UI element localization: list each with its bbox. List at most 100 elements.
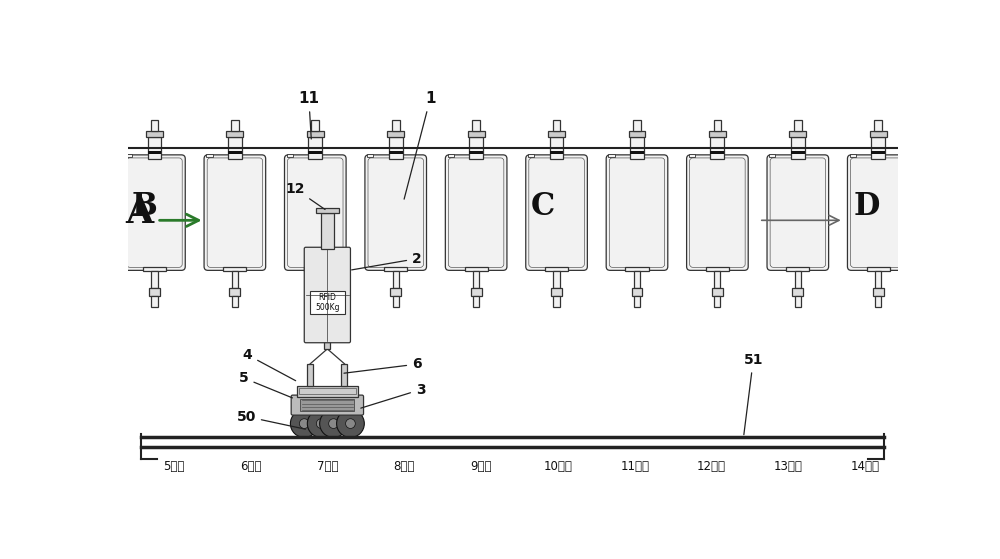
- Bar: [229, 288, 240, 296]
- Bar: [550, 137, 563, 159]
- Bar: [625, 267, 649, 271]
- Bar: [389, 137, 403, 159]
- Bar: [634, 271, 640, 288]
- Bar: [871, 151, 885, 154]
- Bar: [311, 120, 319, 131]
- Circle shape: [320, 410, 347, 438]
- Bar: [126, 154, 132, 157]
- Bar: [307, 364, 313, 386]
- Text: 13号位: 13号位: [774, 460, 803, 473]
- Bar: [795, 296, 801, 306]
- Bar: [791, 137, 805, 159]
- Bar: [468, 131, 485, 137]
- Bar: [710, 137, 724, 159]
- Text: 8号位: 8号位: [393, 460, 415, 473]
- Bar: [875, 271, 881, 288]
- Bar: [634, 296, 640, 306]
- Text: C: C: [531, 191, 555, 222]
- Text: 12: 12: [285, 182, 325, 210]
- Bar: [231, 120, 239, 131]
- Circle shape: [290, 410, 318, 438]
- FancyBboxPatch shape: [365, 155, 427, 271]
- Bar: [706, 267, 729, 271]
- FancyBboxPatch shape: [310, 291, 345, 314]
- Circle shape: [337, 410, 364, 438]
- Bar: [870, 131, 887, 137]
- Bar: [312, 271, 318, 288]
- Bar: [873, 288, 884, 296]
- Bar: [714, 296, 720, 306]
- Text: RFID
500Kg: RFID 500Kg: [315, 293, 340, 312]
- Bar: [151, 120, 158, 131]
- Bar: [874, 120, 882, 131]
- Circle shape: [346, 419, 355, 428]
- Bar: [393, 296, 399, 306]
- Bar: [393, 271, 399, 288]
- Bar: [714, 271, 720, 288]
- Bar: [850, 154, 856, 157]
- Bar: [469, 137, 483, 159]
- FancyBboxPatch shape: [847, 155, 909, 271]
- Bar: [226, 131, 243, 137]
- Bar: [469, 151, 483, 154]
- Text: 3: 3: [361, 382, 426, 408]
- Bar: [223, 267, 246, 271]
- Bar: [143, 267, 166, 271]
- Bar: [608, 154, 615, 157]
- Bar: [367, 154, 373, 157]
- Bar: [709, 131, 726, 137]
- Bar: [791, 151, 805, 154]
- Bar: [389, 151, 403, 154]
- Bar: [307, 131, 324, 137]
- Bar: [390, 288, 401, 296]
- Bar: [875, 296, 881, 306]
- Bar: [148, 151, 161, 154]
- Bar: [786, 267, 809, 271]
- Bar: [632, 288, 642, 296]
- Bar: [341, 364, 347, 386]
- Circle shape: [329, 419, 338, 428]
- Bar: [321, 214, 334, 249]
- Circle shape: [316, 419, 326, 428]
- FancyBboxPatch shape: [526, 155, 587, 271]
- Bar: [310, 288, 321, 296]
- FancyBboxPatch shape: [124, 155, 185, 271]
- Circle shape: [307, 410, 335, 438]
- Text: 1: 1: [404, 91, 435, 199]
- Bar: [149, 288, 160, 296]
- Bar: [146, 131, 163, 137]
- FancyBboxPatch shape: [445, 155, 507, 271]
- Bar: [471, 288, 482, 296]
- Text: 2: 2: [352, 252, 422, 270]
- Bar: [151, 271, 158, 288]
- FancyBboxPatch shape: [291, 395, 364, 415]
- Bar: [629, 131, 645, 137]
- Bar: [300, 399, 354, 411]
- Bar: [633, 120, 641, 131]
- Bar: [316, 208, 339, 214]
- Bar: [232, 296, 238, 306]
- Bar: [151, 296, 158, 306]
- Bar: [553, 271, 560, 288]
- Bar: [206, 154, 213, 157]
- Bar: [871, 137, 885, 159]
- Text: 6号位: 6号位: [240, 460, 261, 473]
- FancyBboxPatch shape: [767, 155, 829, 271]
- Bar: [232, 271, 238, 288]
- Bar: [228, 137, 242, 159]
- Bar: [148, 137, 161, 159]
- Text: 50: 50: [236, 410, 305, 429]
- Text: D: D: [854, 191, 880, 222]
- Bar: [465, 267, 488, 271]
- Text: 51: 51: [744, 353, 763, 435]
- Text: 6: 6: [344, 357, 422, 373]
- FancyBboxPatch shape: [687, 155, 748, 271]
- Text: A: A: [125, 196, 153, 230]
- Bar: [710, 151, 724, 154]
- Bar: [795, 271, 801, 288]
- Bar: [324, 341, 330, 349]
- Text: 9号位: 9号位: [470, 460, 492, 473]
- Bar: [472, 120, 480, 131]
- Bar: [297, 386, 358, 397]
- Bar: [545, 267, 568, 271]
